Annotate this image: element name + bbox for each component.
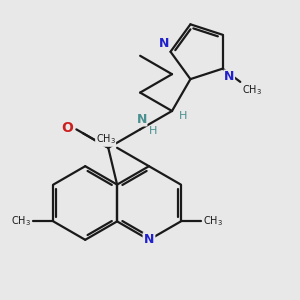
Text: N: N — [224, 70, 235, 83]
Text: H: H — [178, 111, 187, 121]
Text: CH$_3$: CH$_3$ — [96, 133, 116, 146]
Text: CH$_3$: CH$_3$ — [203, 214, 223, 228]
Text: CH$_3$: CH$_3$ — [11, 214, 31, 228]
Text: N: N — [136, 113, 147, 126]
Text: O: O — [61, 121, 73, 135]
Text: N: N — [159, 37, 169, 50]
Text: N: N — [144, 233, 154, 246]
Text: H: H — [148, 126, 157, 136]
Text: CH$_3$: CH$_3$ — [242, 83, 262, 97]
